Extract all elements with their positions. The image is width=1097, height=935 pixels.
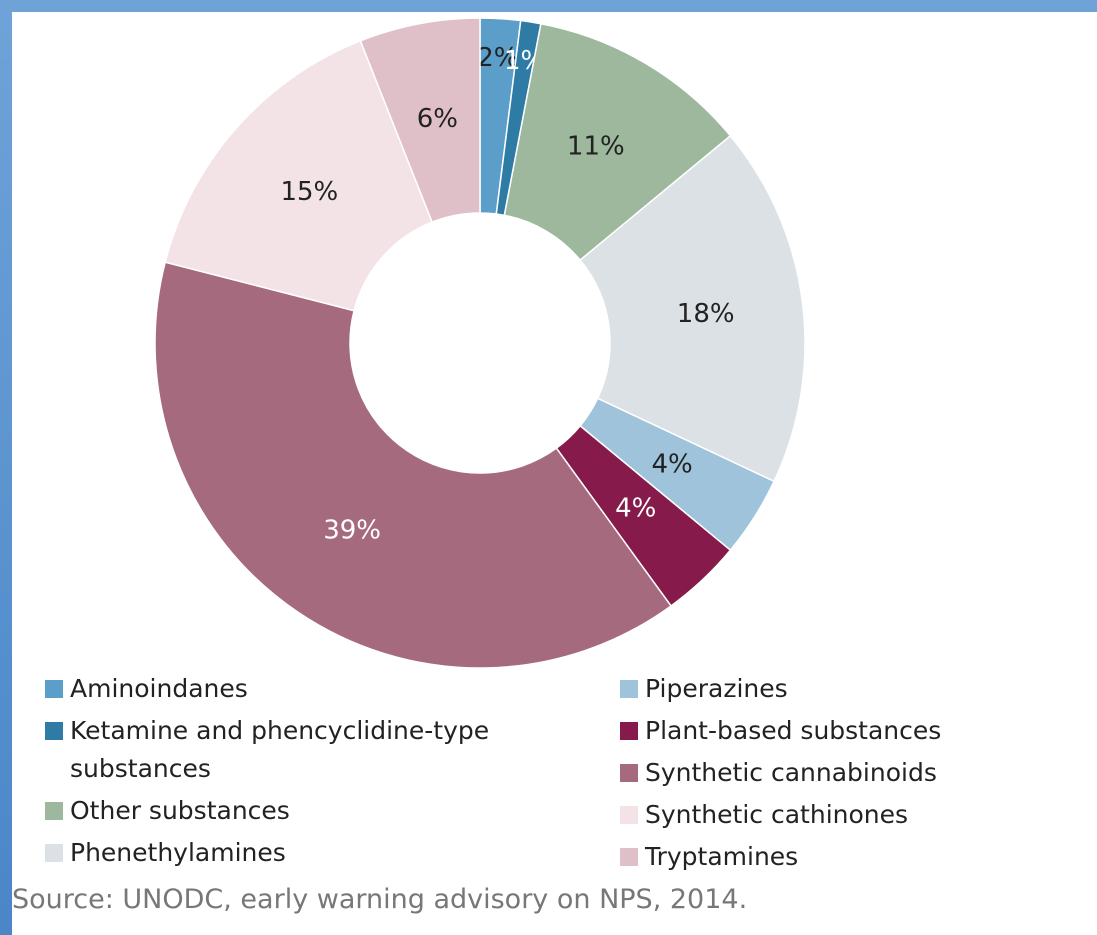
legend-swatch [620,680,638,698]
slice [164,39,434,312]
legend-item: Phenethylamines [45,834,620,872]
data-label: 6% [417,104,458,134]
data-label: 11% [567,132,625,162]
legend-swatch [620,806,638,824]
data-label: 4% [651,449,692,479]
legend-label: Synthetic cathinones [645,800,909,829]
legend-swatch [45,680,63,698]
legend-swatch [620,764,638,782]
data-label: 4% [615,493,656,523]
legend-label: Aminoindanes [70,674,248,703]
data-label: 39% [323,516,381,546]
legend: Aminoindanes Ketamine and phencyclidine-t… [45,670,1085,880]
legend-item: Tryptamines [620,838,1085,876]
legend-item: Ketamine and phencyclidine-type substanc… [45,712,620,788]
legend-item: Synthetic cannabinoids [620,754,1085,792]
slice [579,134,806,483]
slice [503,22,732,262]
panel: 2% 1% 11% 18% 4% 4% 39% 15% 6% Aminoindanes Ketam… [12,12,1097,935]
legend-label: Ketamine and phencyclidine-type substanc… [70,716,490,783]
legend-label: Tryptamines [645,842,799,871]
chart: 2%1%11%18%4%4%39%15%6% [154,17,806,669]
legend-swatch [45,844,63,862]
legend-item: Aminoindanes [45,670,620,708]
legend-swatch [620,722,638,740]
legend-label: Synthetic cannabinoids [645,758,937,787]
legend-label: Plant-based substances [645,716,942,745]
legend-item: Other substances [45,792,620,830]
data-label: 2% [477,43,518,73]
legend-item: Synthetic cathinones [620,796,1085,834]
legend-label: Other substances [70,796,290,825]
legend-column: Aminoindanes Ketamine and phencyclidine-t… [45,670,620,880]
legend-swatch [45,722,63,740]
legend-item: Piperazines [620,670,1085,708]
legend-swatch [620,848,638,866]
legend-swatch [45,802,63,820]
slice [359,17,481,224]
legend-label: Piperazines [645,674,788,703]
source-note: Source: UNODC, early warning advisory on… [12,884,748,915]
data-label: 15% [280,177,338,207]
slice [154,261,673,669]
legend-label: Phenethylamines [70,838,286,867]
data-label: 18% [677,299,735,329]
legend-item: Plant-based substances [620,712,1085,750]
legend-column: Piperazines Plant-based substances Synthet… [620,670,1085,880]
